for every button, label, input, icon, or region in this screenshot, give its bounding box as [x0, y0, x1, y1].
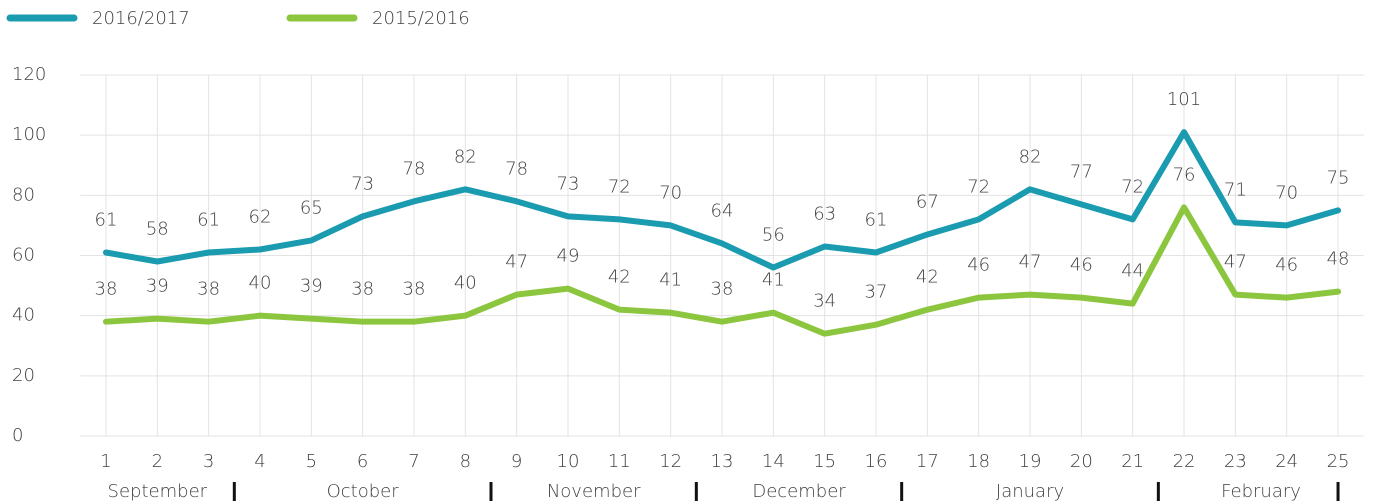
x-tick-label: 21 [1121, 451, 1144, 472]
data-label: 70 [1275, 182, 1298, 203]
x-tick-label: 11 [608, 451, 631, 472]
month-label: December [752, 481, 846, 501]
data-label: 61 [95, 209, 118, 230]
x-tick-label: 15 [813, 451, 836, 472]
x-tick-label: 19 [1019, 451, 1042, 472]
data-label: 48 [1327, 249, 1350, 270]
legend-label: 2016/2017 [92, 8, 190, 29]
y-tick-label: 80 [12, 184, 35, 205]
y-tick-label: 120 [12, 64, 46, 85]
month-label: November [547, 481, 641, 501]
data-label: 71 [1224, 179, 1247, 200]
data-label: 37 [865, 282, 888, 303]
data-label: 77 [1070, 161, 1093, 182]
data-label: 49 [557, 246, 580, 267]
x-tick-label: 3 [203, 451, 214, 472]
data-label: 67 [916, 191, 939, 212]
x-tick-label: 20 [1070, 451, 1093, 472]
data-label: 41 [659, 270, 682, 291]
x-tick-label: 9 [511, 451, 522, 472]
month-label: February [1221, 481, 1301, 501]
data-label: 42 [608, 267, 631, 288]
data-label: 38 [711, 279, 734, 300]
x-tick-label: 6 [357, 451, 368, 472]
data-label: 101 [1167, 89, 1201, 110]
data-label: 82 [454, 146, 477, 167]
data-label: 56 [762, 225, 785, 246]
x-tick-label: 18 [967, 451, 990, 472]
y-tick-label: 0 [12, 425, 23, 446]
data-label: 61 [865, 209, 888, 230]
legend-label: 2015/2016 [372, 8, 470, 29]
x-tick-label: 16 [865, 451, 888, 472]
series-line [102, 204, 1342, 337]
x-tick-label: 4 [254, 451, 265, 472]
x-tick-label: 14 [762, 451, 785, 472]
data-label: 38 [95, 279, 118, 300]
data-label: 44 [1121, 261, 1144, 282]
data-label: 47 [1019, 252, 1042, 273]
x-tick-label: 25 [1327, 451, 1350, 472]
data-label: 58 [146, 219, 169, 240]
data-label: 73 [557, 173, 580, 194]
data-label: 47 [505, 252, 528, 273]
month-label: January [996, 481, 1064, 501]
data-label: 47 [1224, 252, 1247, 273]
data-label: 42 [916, 267, 939, 288]
x-tick-label: 12 [659, 451, 682, 472]
data-label: 38 [403, 279, 426, 300]
data-label: 62 [249, 206, 272, 227]
y-tick-label: 60 [12, 245, 35, 266]
data-label: 76 [1173, 164, 1196, 185]
data-label: 38 [351, 279, 374, 300]
month-label: October [327, 481, 400, 501]
x-tick-label: 8 [460, 451, 471, 472]
x-tick-label: 10 [557, 451, 580, 472]
x-tick-label: 17 [916, 451, 939, 472]
x-tick-label: 22 [1173, 451, 1196, 472]
y-tick-label: 40 [12, 305, 35, 326]
data-label: 75 [1327, 167, 1350, 188]
data-label: 41 [762, 270, 785, 291]
data-label: 72 [608, 176, 631, 197]
series-line [102, 129, 1342, 271]
data-label: 40 [249, 273, 272, 294]
data-label: 34 [813, 291, 836, 312]
x-tick-label: 2 [152, 451, 163, 472]
data-label: 39 [146, 276, 169, 297]
x-tick-label: 23 [1224, 451, 1247, 472]
data-label: 72 [967, 176, 990, 197]
y-tick-label: 100 [12, 124, 46, 145]
data-label: 73 [351, 173, 374, 194]
data-label: 40 [454, 273, 477, 294]
data-label: 65 [300, 197, 323, 218]
x-tick-label: 13 [711, 451, 734, 472]
data-label: 72 [1121, 176, 1144, 197]
data-label: 78 [505, 158, 528, 179]
month-label: September [108, 481, 208, 501]
data-label: 63 [813, 203, 836, 224]
x-tick-label: 5 [306, 451, 317, 472]
data-label: 46 [1070, 255, 1093, 276]
data-label: 46 [1275, 255, 1298, 276]
data-label: 64 [711, 200, 734, 221]
x-tick-label: 1 [100, 451, 111, 472]
data-label: 38 [197, 279, 220, 300]
data-label: 39 [300, 276, 323, 297]
data-label: 78 [403, 158, 426, 179]
x-tick-label: 7 [408, 451, 419, 472]
x-tick-label: 24 [1275, 451, 1298, 472]
data-label: 61 [197, 209, 220, 230]
y-tick-label: 20 [12, 365, 35, 386]
data-label: 82 [1019, 146, 1042, 167]
data-label: 70 [659, 182, 682, 203]
data-label: 46 [967, 255, 990, 276]
